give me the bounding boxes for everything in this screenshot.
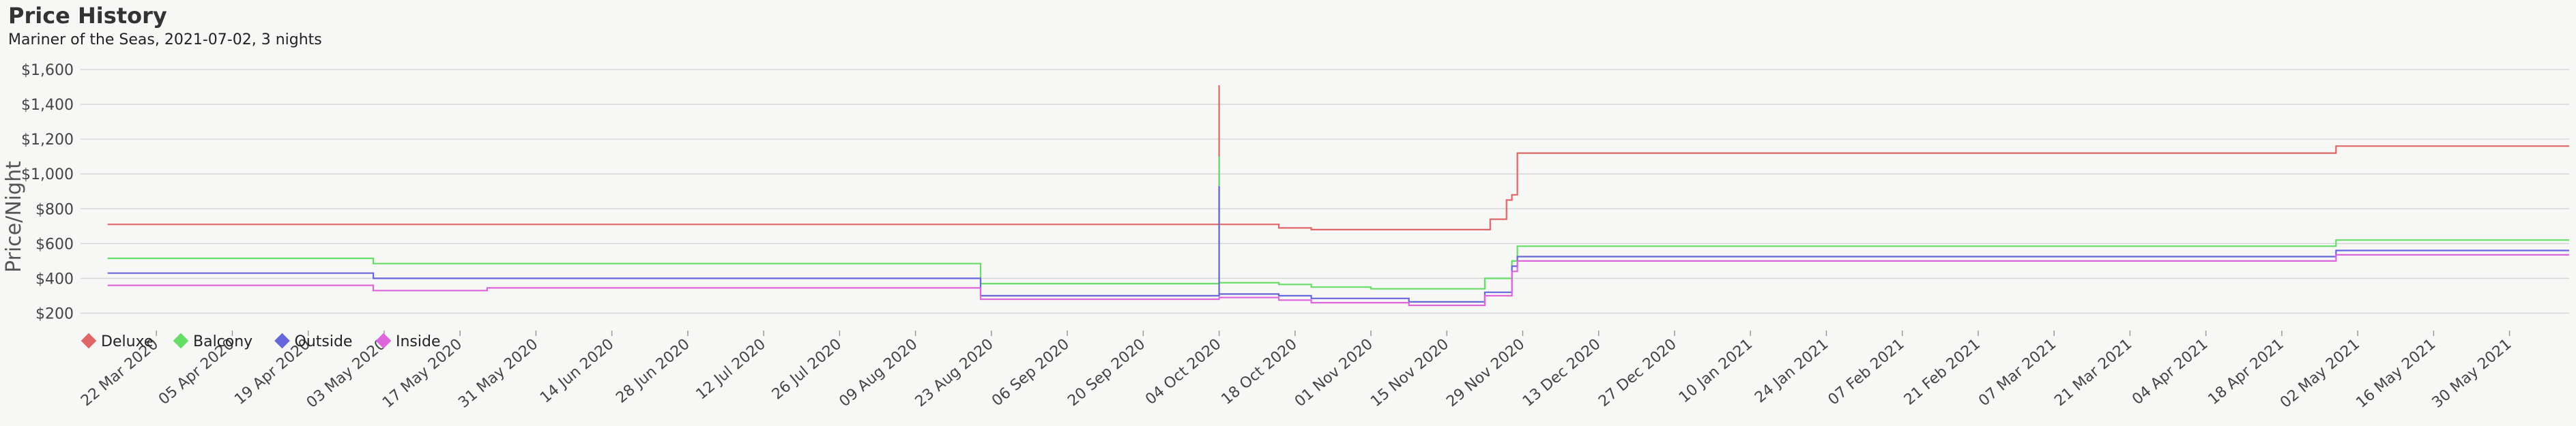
x-tick-label: 31 May 2020 <box>455 335 541 411</box>
grid-lines <box>81 69 2569 314</box>
legend-swatch-outside <box>274 333 290 349</box>
x-tick-label: 12 Jul 2020 <box>693 335 769 403</box>
x-tick-label: 21 Feb 2021 <box>1901 335 1984 408</box>
x-tick-label: 10 Jan 2021 <box>1676 335 1756 406</box>
x-tick-label: 20 Sep 2020 <box>1065 335 1148 410</box>
x-tick-label: 07 Feb 2021 <box>1825 335 1908 408</box>
y-tick-label: $600 <box>35 236 74 253</box>
legend-label-deluxe[interactable]: Deluxe <box>101 333 153 350</box>
x-tick-label: 07 Mar 2021 <box>1976 335 2059 410</box>
x-tick-label: 04 Oct 2020 <box>1142 335 1224 408</box>
y-axis-title: Price/Night <box>2 161 26 273</box>
x-tick-label: 27 Dec 2020 <box>1595 335 1680 410</box>
legend-label-balcony[interactable]: Balcony <box>193 333 252 350</box>
x-tick-label: 24 Jan 2021 <box>1752 335 1832 406</box>
x-tick-label: 28 Jun 2020 <box>613 335 693 406</box>
series-lines <box>107 85 2569 307</box>
series-line-outside <box>107 249 2569 303</box>
x-tick-label: 18 Apr 2021 <box>2205 335 2287 408</box>
y-axis: $200 $400 $600 $800 $1,000 $1,200 $1,400 $1,600 <box>21 62 74 322</box>
legend-swatch-deluxe <box>81 333 97 349</box>
x-tick-label: 30 May 2021 <box>2429 335 2515 411</box>
legend-swatch-balcony <box>173 333 189 349</box>
x-tick-label: 23 Aug 2020 <box>912 335 997 410</box>
y-tick-label: $1,600 <box>21 62 74 79</box>
legend-swatch-inside <box>375 333 392 349</box>
x-tick-label: 14 Jun 2020 <box>537 335 617 406</box>
y-tick-label: $200 <box>35 305 74 322</box>
x-tick-label: 09 Aug 2020 <box>836 335 921 410</box>
x-tick-label: 01 Nov 2020 <box>1292 335 1376 410</box>
chart-subtitle: Mariner of the Seas, 2021-07-02, 3 night… <box>8 31 322 48</box>
y-tick-label: $400 <box>35 271 74 288</box>
chart-title: Price History <box>8 3 167 29</box>
x-tick-label: 29 Nov 2020 <box>1443 335 1528 410</box>
series-line-balcony <box>107 239 2569 290</box>
y-tick-label: $800 <box>35 201 74 218</box>
x-tick-label: 06 Sep 2020 <box>989 335 1073 410</box>
x-tick-label: 18 Oct 2020 <box>1218 335 1300 408</box>
series-line-deluxe <box>107 145 2569 230</box>
x-tick-label: 15 Nov 2020 <box>1367 335 1452 410</box>
y-tick-label: $1,000 <box>21 166 74 183</box>
y-tick-label: $1,200 <box>21 132 74 149</box>
y-tick-label: $1,400 <box>21 97 74 114</box>
x-tick-label: 16 May 2021 <box>2353 335 2439 411</box>
legend-label-inside[interactable]: Inside <box>396 333 441 350</box>
x-tick-label: 26 Jul 2020 <box>769 335 845 403</box>
x-tick-label: 21 Mar 2021 <box>2051 335 2135 410</box>
series-line-inside <box>107 254 2569 307</box>
x-tick-label: 04 Apr 2021 <box>2129 335 2211 408</box>
legend-label-outside[interactable]: Outside <box>295 333 353 350</box>
x-tick-label: 13 Dec 2020 <box>1520 335 1604 410</box>
x-tick-label: 02 May 2021 <box>2277 335 2363 411</box>
legend: Deluxe Balcony Outside Inside <box>81 333 441 350</box>
